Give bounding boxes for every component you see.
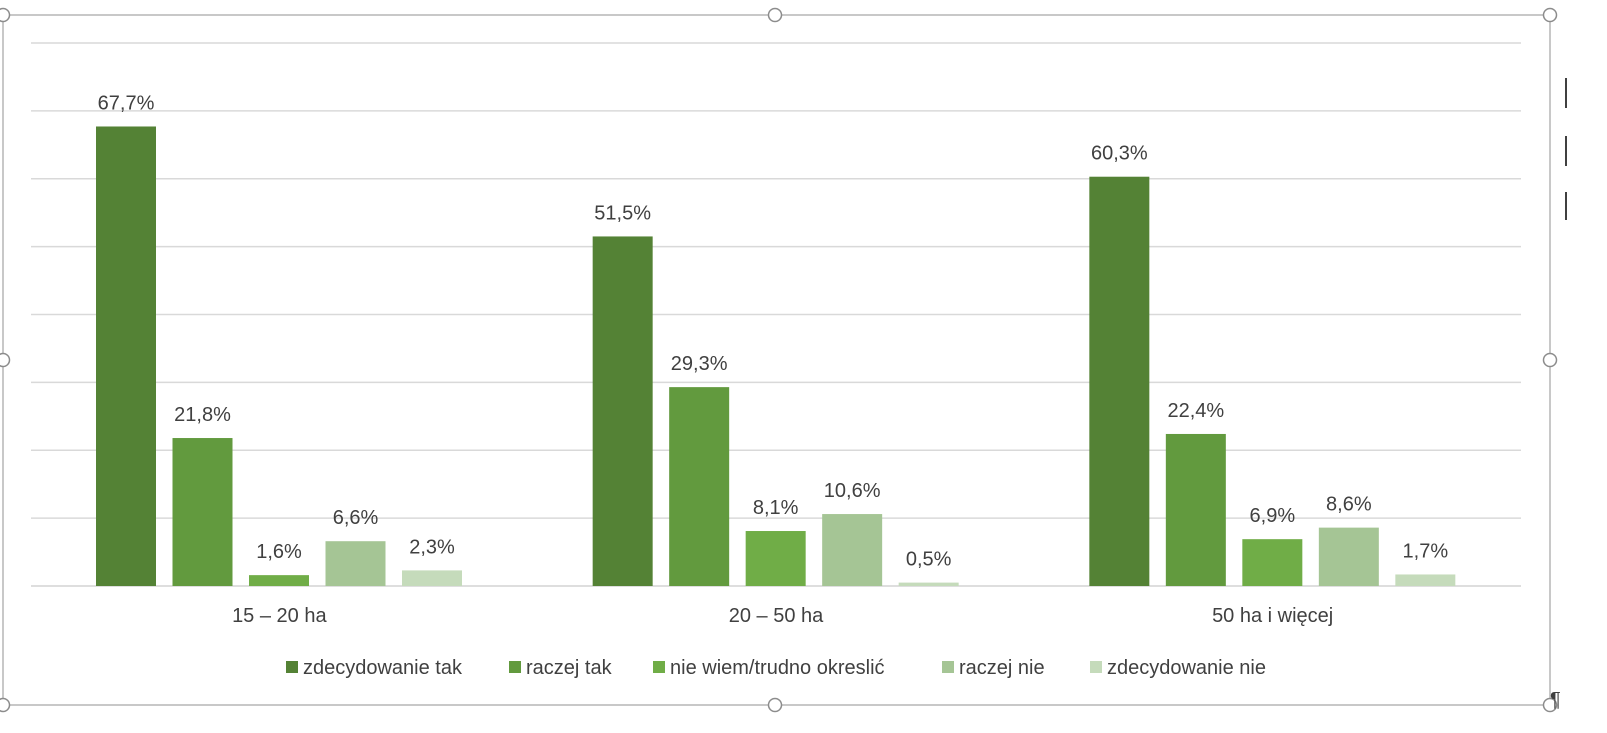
legend-swatch	[286, 661, 298, 673]
data-label: 67,7%	[98, 92, 155, 114]
category-label: 50 ha i więcej	[1212, 605, 1333, 627]
bar[interactable]	[669, 387, 730, 586]
legend-swatch	[1090, 661, 1102, 673]
data-labels: 67,7% 21,8% 1,6% 6,6% 2,3% 51,5% 29,3% 8,1% 10,6…	[98, 92, 1449, 570]
data-label: 2,3%	[409, 536, 455, 558]
data-label: 0,5%	[906, 549, 952, 571]
legend-label: zdecydowanie tak	[303, 657, 463, 679]
category-label: 15 – 20 ha	[232, 605, 327, 627]
category-labels: 15 – 20 ha 20 – 50 ha 50 ha i więcej	[232, 605, 1333, 627]
resize-handle[interactable]	[1542, 7, 1558, 23]
pilcrow-mark: ¶	[1550, 689, 1561, 711]
category-label: 20 – 50 ha	[729, 605, 824, 627]
data-label: 8,6%	[1326, 494, 1372, 516]
legend-label: raczej nie	[959, 657, 1045, 679]
bar[interactable]	[1318, 527, 1379, 586]
resize-handle[interactable]	[767, 697, 783, 713]
bar[interactable]	[592, 236, 653, 586]
data-label: 1,6%	[256, 541, 302, 563]
resize-handle[interactable]	[767, 7, 783, 23]
bar[interactable]	[1242, 539, 1303, 586]
legend-swatch	[942, 661, 954, 673]
bar[interactable]	[249, 575, 309, 586]
legend: zdecydowanie tak raczej tak nie wiem/trudn…	[286, 657, 1266, 679]
bar[interactable]	[1395, 574, 1456, 586]
chart-frame[interactable]	[2, 14, 1551, 706]
bar[interactable]	[172, 438, 233, 586]
bar[interactable]	[402, 570, 462, 586]
data-label: 22,4%	[1167, 400, 1224, 422]
data-label: 8,1%	[753, 497, 799, 519]
bar[interactable]	[898, 582, 959, 586]
resize-handle[interactable]	[0, 697, 11, 713]
legend-label: raczej tak	[526, 657, 613, 679]
resize-handle[interactable]	[1542, 697, 1558, 713]
bars	[96, 126, 1456, 586]
legend-swatch	[653, 661, 665, 673]
bar[interactable]	[96, 126, 156, 586]
data-label: 1,7%	[1403, 540, 1449, 562]
legend-label: nie wiem/trudno okreslić	[670, 657, 885, 679]
data-label: 29,3%	[671, 353, 728, 375]
data-label: 60,3%	[1091, 143, 1148, 165]
bar[interactable]	[745, 531, 806, 586]
bar[interactable]	[1165, 433, 1226, 586]
resize-handle[interactable]	[0, 7, 11, 23]
selection-handles	[0, 7, 1558, 713]
legend-label: zdecydowanie nie	[1107, 657, 1266, 679]
data-label: 21,8%	[174, 404, 231, 426]
legend-swatch	[509, 661, 521, 673]
data-label: 6,6%	[333, 507, 379, 529]
resize-handle[interactable]	[1542, 352, 1558, 368]
bar[interactable]	[822, 514, 883, 586]
bar[interactable]	[325, 541, 386, 586]
data-label: 51,5%	[594, 202, 651, 224]
bar[interactable]	[1089, 176, 1150, 586]
data-label: 6,9%	[1250, 505, 1296, 527]
resize-handle[interactable]	[0, 352, 11, 368]
data-label: 10,6%	[824, 480, 881, 502]
